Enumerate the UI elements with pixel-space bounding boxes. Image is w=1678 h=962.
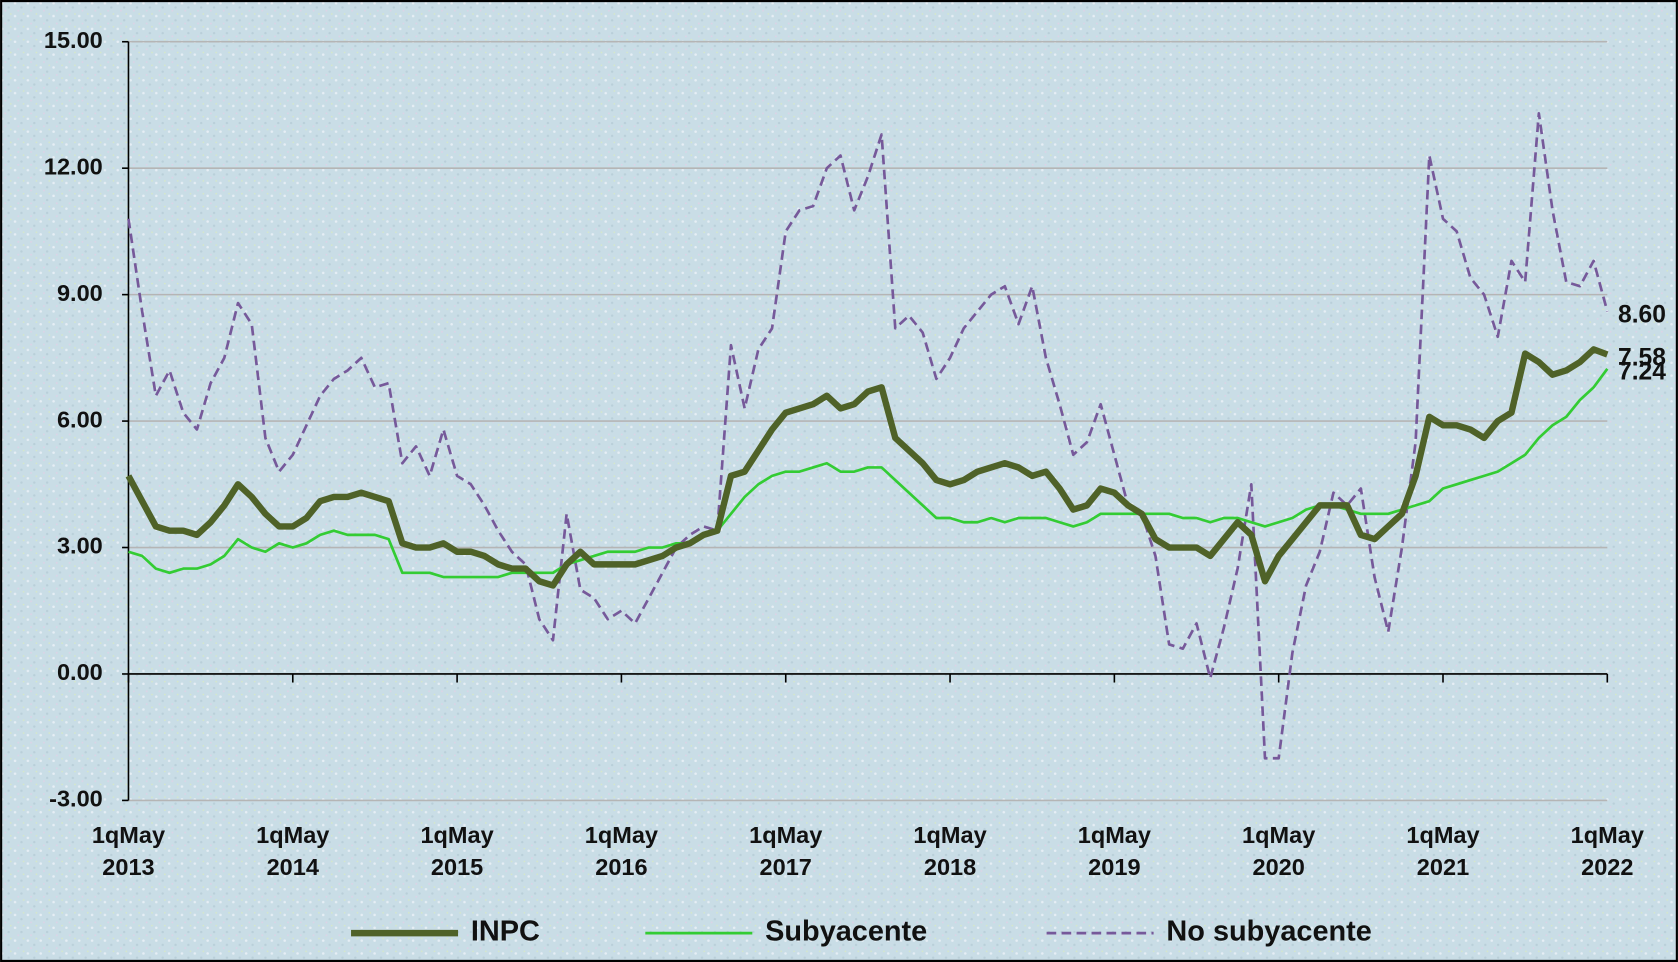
x-tick-label-line: 2019	[1088, 854, 1140, 880]
x-tick-label: 1qMay 2022	[1571, 822, 1644, 880]
x-tick-label-line: 2022	[1581, 854, 1633, 880]
x-tick-label-line: 1qMay	[1242, 822, 1315, 848]
x-tick-label-line: 2020	[1253, 854, 1305, 880]
x-tick-label-line: 2017	[760, 854, 812, 880]
x-tick-label-line: 2018	[924, 854, 976, 880]
legend-label: Subyacente	[765, 916, 927, 948]
data-label: 7.58	[1618, 344, 1666, 371]
x-tick-label: 1qMay 2017	[749, 822, 822, 880]
x-tick-label: 1qMay 2020	[1242, 822, 1315, 880]
series-line	[127, 112, 1609, 760]
x-tick-label-line: 1qMay	[1078, 822, 1151, 848]
x-tick-label: 1qMay 2014	[256, 822, 329, 880]
x-tick-label-line: 1qMay	[1406, 822, 1479, 848]
x-tick-label-line: 1qMay	[1571, 822, 1644, 848]
x-tick-label-line: 2013	[102, 854, 154, 880]
series-line	[128, 368, 1609, 579]
x-tick-label-line: 2014	[267, 854, 319, 880]
y-tick-label: 9.00	[57, 280, 103, 306]
x-tick-label-line: 1qMay	[749, 822, 822, 848]
legend-label: No subyacente	[1166, 916, 1371, 948]
x-tick-label: 1qMay 2019	[1078, 822, 1151, 880]
y-tick-label: 12.00	[44, 153, 103, 179]
x-tick-label: 1qMay 2018	[913, 822, 986, 880]
x-tick-label-line: 2021	[1417, 854, 1469, 880]
x-tick-label: 1qMay 2021	[1406, 822, 1479, 880]
x-tick-label-line: 2016	[595, 854, 647, 880]
y-tick-label: -3.00	[49, 786, 103, 812]
x-tick-label: 1qMay 2013	[92, 822, 165, 880]
y-tick-label: 0.00	[57, 659, 103, 685]
series-line	[125, 346, 1609, 589]
legend-label: INPC	[471, 916, 540, 948]
y-tick-label: 3.00	[57, 533, 103, 559]
x-tick-label: 1qMay 2016	[585, 822, 658, 880]
x-tick-label-line: 1qMay	[92, 822, 165, 848]
x-tick-label-line: 1qMay	[585, 822, 658, 848]
x-tick-label-line: 1qMay	[256, 822, 329, 848]
data-label: 7.24	[1618, 359, 1666, 386]
y-tick-label: 6.00	[57, 406, 103, 432]
x-tick-label-line: 1qMay	[913, 822, 986, 848]
x-tick-label: 1qMay 2015	[420, 822, 493, 880]
x-tick-label-line: 2015	[431, 854, 483, 880]
data-label: 8.60	[1618, 301, 1666, 328]
x-tick-label-line: 1qMay	[420, 822, 493, 848]
y-tick-label: 15.00	[44, 27, 103, 53]
